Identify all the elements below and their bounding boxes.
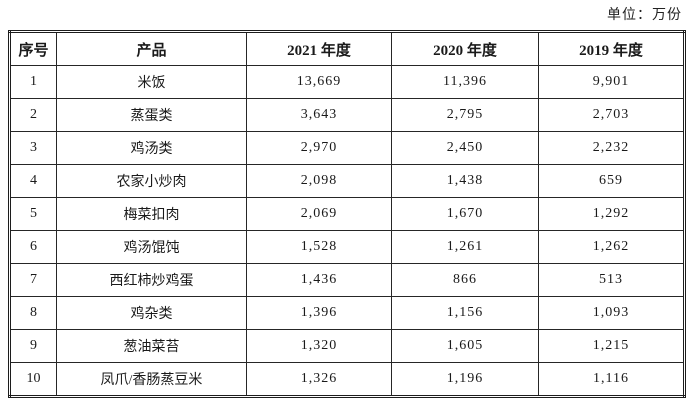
value-2020-cell: 1,605 bbox=[391, 329, 539, 363]
value-2020-cell: 1,261 bbox=[391, 230, 539, 264]
value-2019-cell: 1,292 bbox=[538, 197, 685, 231]
index-cell: 6 bbox=[9, 230, 57, 264]
index-cell: 9 bbox=[9, 329, 57, 363]
value-2021-cell: 1,326 bbox=[246, 362, 392, 397]
value-2021-cell: 1,436 bbox=[246, 263, 392, 297]
table-row: 7 西红柿炒鸡蛋 1,436 866 513 bbox=[9, 263, 685, 297]
index-cell: 10 bbox=[9, 362, 57, 397]
table-row: 1 米饭 13,669 11,396 9,901 bbox=[9, 65, 685, 99]
index-cell: 2 bbox=[9, 98, 57, 132]
table-row: 5 梅菜扣肉 2,069 1,670 1,292 bbox=[9, 197, 685, 231]
header-year-2019: 2019 年度 bbox=[538, 31, 685, 66]
table-row: 3 鸡汤类 2,970 2,450 2,232 bbox=[9, 131, 685, 165]
value-2021-cell: 2,970 bbox=[246, 131, 392, 165]
table-row: 10 凤爪/香肠蒸豆米 1,326 1,196 1,116 bbox=[9, 362, 685, 397]
index-cell: 1 bbox=[9, 65, 57, 99]
value-2019-cell: 2,232 bbox=[538, 131, 685, 165]
value-2020-cell: 1,670 bbox=[391, 197, 539, 231]
product-cell: 鸡汤馄饨 bbox=[56, 230, 247, 264]
product-cell: 米饭 bbox=[56, 65, 247, 99]
index-cell: 3 bbox=[9, 131, 57, 165]
product-cell: 梅菜扣肉 bbox=[56, 197, 247, 231]
table-header: 序号 产品 2021 年度 2020 年度 2019 年度 bbox=[9, 31, 685, 66]
product-cell: 葱油菜苔 bbox=[56, 329, 247, 363]
value-2020-cell: 866 bbox=[391, 263, 539, 297]
product-cell: 鸡杂类 bbox=[56, 296, 247, 330]
value-2019-cell: 1,215 bbox=[538, 329, 685, 363]
product-cell: 西红柿炒鸡蛋 bbox=[56, 263, 247, 297]
index-cell: 5 bbox=[9, 197, 57, 231]
table-row: 9 葱油菜苔 1,320 1,605 1,215 bbox=[9, 329, 685, 363]
header-index: 序号 bbox=[9, 31, 57, 66]
header-year-2021: 2021 年度 bbox=[246, 31, 392, 66]
value-2021-cell: 13,669 bbox=[246, 65, 392, 99]
value-2020-cell: 2,450 bbox=[391, 131, 539, 165]
index-cell: 8 bbox=[9, 296, 57, 330]
index-cell: 7 bbox=[9, 263, 57, 297]
product-cell: 鸡汤类 bbox=[56, 131, 247, 165]
value-2021-cell: 2,069 bbox=[246, 197, 392, 231]
value-2020-cell: 11,396 bbox=[391, 65, 539, 99]
value-2020-cell: 1,196 bbox=[391, 362, 539, 397]
product-cell: 凤爪/香肠蒸豆米 bbox=[56, 362, 247, 397]
table-row: 2 蒸蛋类 3,643 2,795 2,703 bbox=[9, 98, 685, 132]
table-row: 6 鸡汤馄饨 1,528 1,261 1,262 bbox=[9, 230, 685, 264]
value-2021-cell: 1,396 bbox=[246, 296, 392, 330]
header-row: 序号 产品 2021 年度 2020 年度 2019 年度 bbox=[9, 31, 685, 66]
value-2020-cell: 2,795 bbox=[391, 98, 539, 132]
table-row: 8 鸡杂类 1,396 1,156 1,093 bbox=[9, 296, 685, 330]
value-2019-cell: 513 bbox=[538, 263, 685, 297]
product-cell: 农家小炒肉 bbox=[56, 164, 247, 198]
value-2021-cell: 1,528 bbox=[246, 230, 392, 264]
header-year-2020: 2020 年度 bbox=[391, 31, 539, 66]
value-2019-cell: 1,093 bbox=[538, 296, 685, 330]
table-body: 1 米饭 13,669 11,396 9,901 2 蒸蛋类 3,643 2,7… bbox=[9, 65, 685, 397]
table-row: 4 农家小炒肉 2,098 1,438 659 bbox=[9, 164, 685, 198]
header-product: 产品 bbox=[56, 31, 247, 66]
product-cell: 蒸蛋类 bbox=[56, 98, 247, 132]
value-2019-cell: 659 bbox=[538, 164, 685, 198]
value-2019-cell: 1,262 bbox=[538, 230, 685, 264]
value-2021-cell: 2,098 bbox=[246, 164, 392, 198]
value-2020-cell: 1,156 bbox=[391, 296, 539, 330]
value-2021-cell: 1,320 bbox=[246, 329, 392, 363]
value-2019-cell: 2,703 bbox=[538, 98, 685, 132]
index-cell: 4 bbox=[9, 164, 57, 198]
value-2021-cell: 3,643 bbox=[246, 98, 392, 132]
unit-label: 单位：万份 bbox=[607, 8, 682, 23]
value-2020-cell: 1,438 bbox=[391, 164, 539, 198]
products-table: 序号 产品 2021 年度 2020 年度 2019 年度 1 米饭 13,66… bbox=[8, 30, 686, 398]
value-2019-cell: 1,116 bbox=[538, 362, 685, 397]
value-2019-cell: 9,901 bbox=[538, 65, 685, 99]
